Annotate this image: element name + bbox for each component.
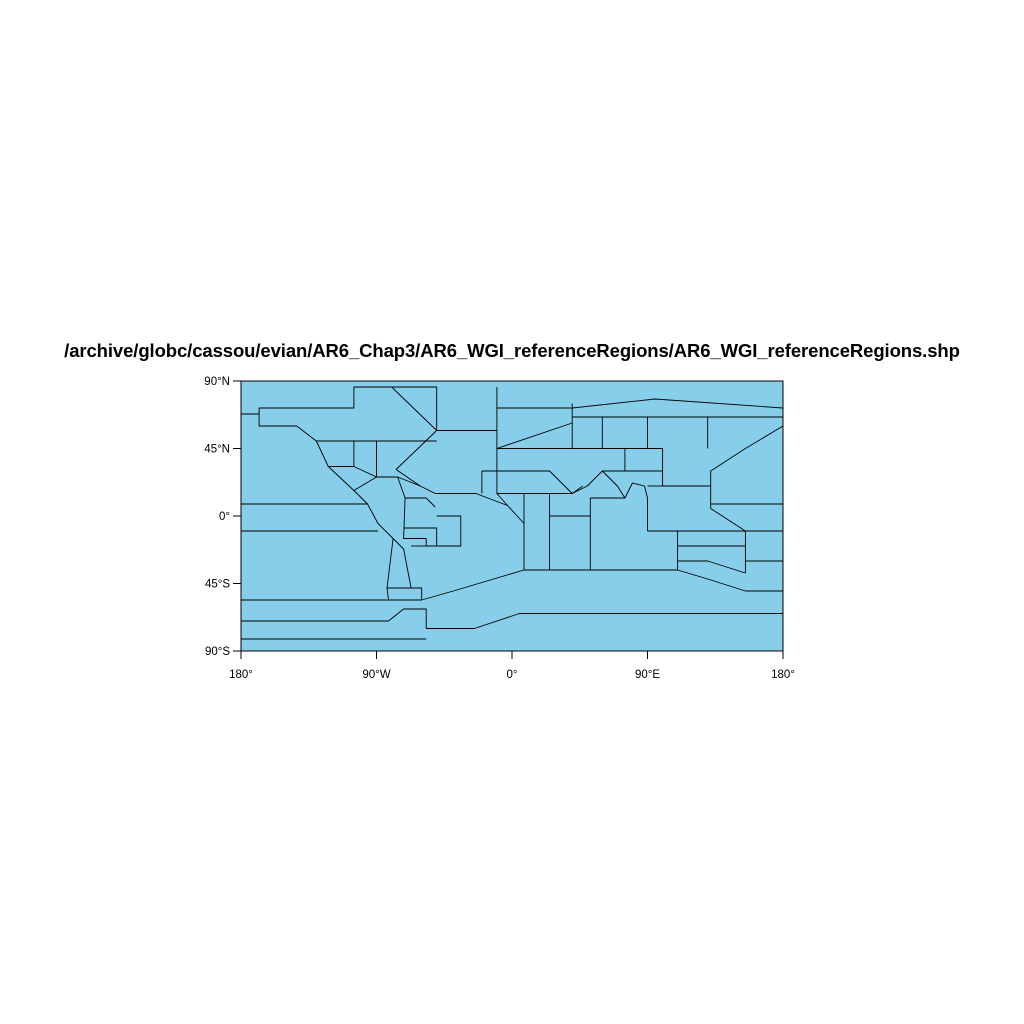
region-boundary xyxy=(426,613,783,629)
y-tick-label: 45°N xyxy=(204,444,230,456)
x-tick-label: 180° xyxy=(771,669,795,681)
region-boundary xyxy=(710,486,746,532)
region-boundary xyxy=(391,386,438,431)
y-tick-label: 45°S xyxy=(205,579,230,591)
y-tick-label: 0° xyxy=(219,511,230,523)
region-boundary xyxy=(496,422,573,449)
x-axis: 180° 90°W 0° 90°E 180° xyxy=(229,651,795,681)
x-tick-label: 0° xyxy=(507,669,518,681)
region-boundary xyxy=(496,493,508,506)
region-boundaries xyxy=(241,386,784,640)
region-boundary xyxy=(353,466,421,487)
region-boundary xyxy=(677,560,746,574)
region-boundary xyxy=(496,398,784,409)
page-title: /archive/globc/cassou/evian/AR6_Chap3/AR… xyxy=(64,340,960,361)
region-boundary xyxy=(601,470,648,531)
region-boundary xyxy=(397,476,436,508)
y-axis: 90°N 45°N 0° 45°S 90°S xyxy=(204,376,241,658)
region-boundary xyxy=(662,425,784,487)
x-tick-label: 90°E xyxy=(635,669,660,681)
x-tick-label: 180° xyxy=(229,669,253,681)
map-ocean-fill xyxy=(241,381,783,651)
y-tick-label: 90°N xyxy=(204,376,230,388)
region-boundary xyxy=(524,569,783,592)
x-tick-label: 90°W xyxy=(362,669,390,681)
region-boundary xyxy=(436,515,462,547)
region-boundary xyxy=(403,497,427,539)
region-boundary xyxy=(353,476,377,491)
region-boundary xyxy=(241,608,427,629)
region-boundary xyxy=(481,470,603,494)
y-tick-label: 90°S xyxy=(205,646,230,658)
